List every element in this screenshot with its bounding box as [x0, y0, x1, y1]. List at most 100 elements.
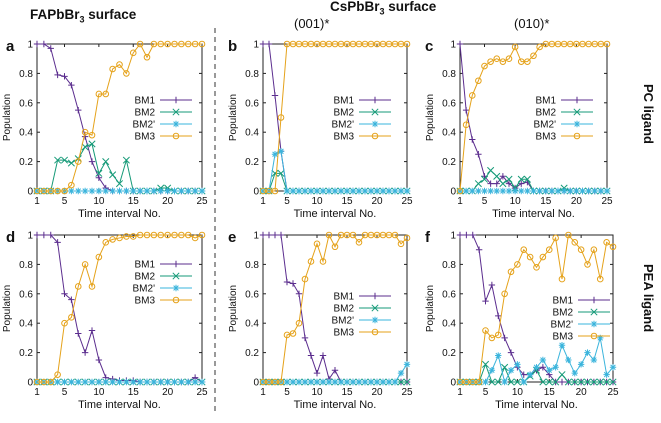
- panel-f-data-point: [513, 378, 521, 386]
- panel-a-xtick-label: 20: [162, 196, 174, 207]
- panel-a-data-point: [40, 187, 48, 195]
- panel-a-data-point: [109, 65, 116, 73]
- panel-e-data-point: [283, 378, 291, 386]
- panel-f-legend-label: BM2': [551, 320, 574, 331]
- panel-a-data-point: [81, 143, 89, 151]
- panel-c-data-point: [554, 187, 562, 195]
- panel-c-legend-label: BM3: [535, 132, 556, 143]
- panel-b-data-point: [289, 187, 297, 195]
- panel-c-xtick-label: 10: [510, 196, 522, 207]
- panel-label-b: b: [228, 38, 237, 55]
- panel-c-xtick-label: 5: [482, 196, 488, 207]
- panel-b-xtick-label: 15: [341, 196, 353, 207]
- panel-a-data-point: [81, 187, 89, 195]
- header-fapbbr: FAPbBr3 surface: [30, 7, 136, 25]
- panel-a-data-point: [47, 45, 54, 52]
- panel-c-data-point: [487, 187, 494, 195]
- panel-c-data-point: [585, 40, 592, 48]
- panel-label-e: e: [228, 229, 236, 246]
- panel-f-legend-marker: [590, 308, 598, 316]
- panel-d-xtick-label: 1: [34, 387, 40, 398]
- panel-a-legend-marker: [172, 96, 180, 104]
- panel-b-xtick-label: 1: [260, 196, 266, 207]
- panel-d-data-point: [61, 290, 68, 297]
- panel-e-data-point: [385, 378, 393, 386]
- panel-e-data-point: [355, 378, 363, 386]
- panel-f-ytick-label: 0.2: [442, 348, 456, 359]
- panel-f-data-point: [507, 349, 515, 356]
- panel-a-data-point: [115, 180, 124, 188]
- panel-d-data-point: [109, 236, 116, 243]
- panel-d-data-point: [136, 231, 144, 239]
- panel-d-ytick-label: 0: [27, 378, 33, 389]
- panel-b-data-point: [295, 187, 303, 195]
- panel-b-xtick-label: 5: [284, 196, 290, 207]
- panel-f-data-point: [584, 261, 591, 268]
- panel-d-data-point: [102, 378, 109, 386]
- panel-f-xtick-label: 15: [544, 387, 556, 398]
- panel-c-legend-marker: [573, 132, 581, 140]
- panel-c-data-point: [579, 187, 586, 195]
- panel-f-data-point: [596, 378, 604, 386]
- panel-e-ytick-label: 0.6: [245, 289, 259, 300]
- panel-d-data-point: [178, 231, 185, 239]
- panel-d-data-point: [95, 356, 103, 364]
- panel-c-ytick-label: 0.2: [442, 157, 456, 168]
- panel-d-ytick-label: 1: [27, 231, 33, 242]
- panel-e-data-point: [403, 378, 411, 386]
- panel-d-data-point: [81, 261, 89, 268]
- panel-b-data-point: [271, 187, 279, 195]
- panel-c-data-point: [603, 40, 611, 48]
- panel-e-data-point: [313, 369, 321, 377]
- panel-b-data-point: [277, 114, 285, 121]
- panel-f-data-point: [482, 378, 489, 386]
- panel-e-data-point: [319, 378, 327, 386]
- panel-e-data-point: [307, 258, 315, 265]
- panel-a-legend-marker: [172, 132, 180, 140]
- panel-f-data-point: [482, 297, 489, 305]
- panel-f-data-point: [463, 378, 470, 386]
- header-cspbbr-subscript: 3: [379, 6, 385, 17]
- panel-c-xtick-label: 25: [601, 196, 613, 207]
- panel-f-xtick-label: 5: [483, 387, 489, 398]
- panel-f-data-point: [533, 364, 540, 371]
- panel-b-ylabel: Population: [228, 94, 239, 141]
- panel-c-data-point: [530, 187, 537, 195]
- panel-d-xtick-label: 20: [162, 387, 174, 398]
- panel-c-data-point: [536, 43, 543, 51]
- panel-c-data-point: [462, 106, 470, 114]
- panel-c-data-point: [548, 40, 556, 48]
- panel-f-data-point: [584, 349, 591, 356]
- panel-c-data-point: [524, 58, 531, 65]
- panel-f-data-point: [539, 378, 547, 386]
- panel-f-data-point: [552, 364, 559, 371]
- panel-c-data-point: [518, 180, 525, 187]
- panel-e-data-point: [397, 369, 405, 377]
- panel-d-data-point: [47, 378, 55, 386]
- panel-f-data-point: [494, 331, 502, 339]
- panel-a-legend-label: BM1: [134, 96, 155, 107]
- panel-f-data-point: [590, 378, 598, 386]
- panel-f-data-point: [546, 367, 553, 374]
- panel-d-data-point: [130, 378, 137, 386]
- panel-a-ytick-label: 0.4: [19, 128, 33, 139]
- panel-c-data-point: [487, 166, 495, 174]
- panel-e-data-point: [289, 330, 297, 337]
- panel-d-data-point: [88, 378, 96, 386]
- panel-f-data-point: [565, 356, 572, 364]
- panel-e-legend-label: BM1: [333, 292, 354, 303]
- panel-b-data-point: [331, 187, 339, 195]
- panel-e-data-point: [325, 231, 333, 239]
- panel-e-xtick-label: 20: [371, 387, 383, 398]
- panel-f-series-line: [460, 233, 614, 383]
- panel-c-data-point: [542, 187, 549, 195]
- panel-d-data-point: [185, 378, 192, 386]
- panel-f-data-point: [609, 364, 617, 371]
- panel-d-data-point: [191, 378, 199, 386]
- panel-b-data-point: [277, 169, 285, 177]
- panel-f-data-point: [488, 378, 496, 386]
- panel-d-data-point: [198, 378, 206, 386]
- panel-c-data-point: [524, 187, 531, 195]
- panel-f-data-point: [552, 234, 559, 242]
- panel-c-data-point: [493, 180, 500, 187]
